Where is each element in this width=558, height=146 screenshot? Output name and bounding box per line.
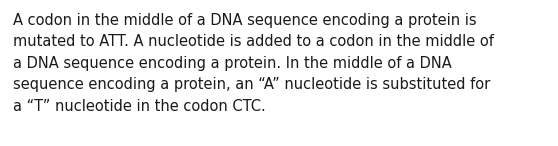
Text: A codon in the middle of a DNA sequence encoding a protein is: A codon in the middle of a DNA sequence … [13, 13, 477, 28]
Text: a DNA sequence encoding a protein. In the middle of a DNA: a DNA sequence encoding a protein. In th… [13, 56, 452, 71]
Text: mutated to ATT. A nucleotide is added to a codon in the middle of: mutated to ATT. A nucleotide is added to… [13, 34, 494, 49]
Text: sequence encoding a protein, an “A” nucleotide is substituted for: sequence encoding a protein, an “A” nucl… [13, 78, 490, 93]
Text: a “T” nucleotide in the codon CTC.: a “T” nucleotide in the codon CTC. [13, 99, 266, 114]
